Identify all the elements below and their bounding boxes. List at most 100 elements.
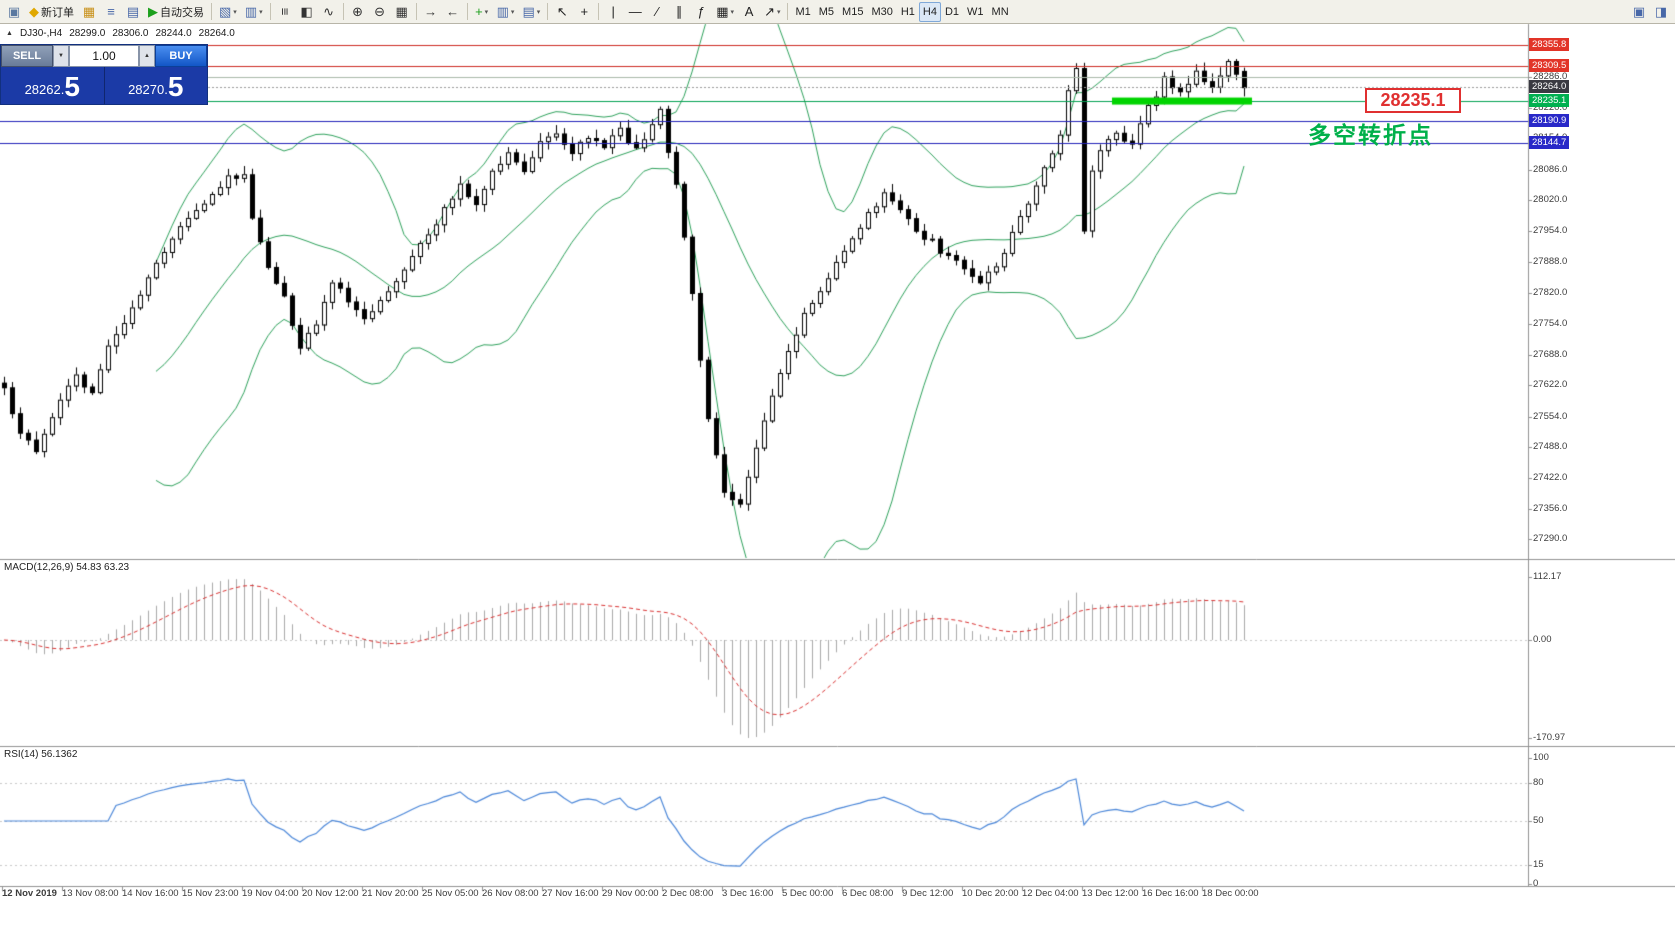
tile-windows-icon: ▦ <box>395 4 408 19</box>
arrows-dropdown-icon[interactable]: ▾ <box>776 8 781 16</box>
arrows-icon: ↗ <box>764 4 775 19</box>
crosshair-icon: + <box>580 4 589 19</box>
terminal-button[interactable]: ▤ <box>122 2 144 22</box>
new-chart-button[interactable]: ▧ ▾ <box>215 2 241 22</box>
channel-button[interactable]: ∥ <box>668 2 690 22</box>
window-layout-icon: ▣ <box>1632 4 1646 19</box>
docking-button[interactable]: ◨ <box>1650 2 1672 22</box>
zoom-out-button[interactable]: ⊖ <box>369 2 391 22</box>
cursor-button[interactable]: ↖ <box>551 2 573 22</box>
tf-m15-button[interactable]: M15 <box>838 2 867 22</box>
tf-h1-label: H1 <box>900 5 915 18</box>
new-chart-dropdown-icon[interactable]: ▾ <box>233 8 237 16</box>
periods-menu-icon: ▥ <box>496 4 509 19</box>
tf-d1-button[interactable]: D1 <box>941 2 963 22</box>
sell-price[interactable]: 28262. 5 <box>1 67 104 104</box>
candlestick-mode-button[interactable]: ◧ <box>296 2 318 22</box>
buy-price[interactable]: 28270. 5 <box>103 67 208 104</box>
indicators-button[interactable]: + ▾ <box>471 2 493 22</box>
bar-chart-mode-button[interactable]: ≡ <box>274 2 296 22</box>
chart-shift-button[interactable]: ← <box>442 2 464 22</box>
auto-scroll-icon: → <box>424 4 438 19</box>
volume-up-icon: ▲ <box>144 53 150 59</box>
chart-shift-icon: ← <box>446 4 460 19</box>
tf-m5-button[interactable]: M5 <box>815 2 838 22</box>
chart-open-value: 28299.0 <box>69 28 106 39</box>
templates-icon: ▤ <box>522 4 535 19</box>
shapes-button[interactable]: ▦ ▾ <box>712 2 738 22</box>
tf-h4-label: H4 <box>922 5 937 18</box>
terminal-icon: ▤ <box>126 4 140 19</box>
cursor-icon: ↖ <box>556 4 568 19</box>
periods-menu-button[interactable]: ▥ ▾ <box>493 2 519 22</box>
buy-button[interactable]: BUY <box>155 45 207 67</box>
indicators-dropdown-icon[interactable]: ▾ <box>484 8 489 16</box>
line-chart-mode-button[interactable]: ∿ <box>318 2 340 22</box>
vertical-line-button[interactable]: | <box>602 2 624 22</box>
profiles-dropdown-icon[interactable]: ▾ <box>259 8 263 16</box>
fibonacci-button[interactable]: ƒ <box>690 2 712 22</box>
text-label-button[interactable]: A <box>738 2 760 22</box>
shapes-dropdown-icon[interactable]: ▾ <box>730 8 735 16</box>
volume-down-icon: ▼ <box>58 53 64 59</box>
trade-panel-controls: SELL ▼ ▲ BUY <box>1 45 207 67</box>
symbol-marker-icon: ▲ <box>6 30 13 37</box>
horizontal-line-icon: — <box>628 4 642 19</box>
market-watch-button[interactable]: ▦ <box>78 2 100 22</box>
tf-m15-label: M15 <box>842 5 864 18</box>
tf-d1-label: D1 <box>944 5 960 18</box>
tf-m30-button[interactable]: M30 <box>867 2 896 22</box>
vertical-line-icon: | <box>611 4 615 19</box>
profiles-button[interactable]: ▥ ▾ <box>241 2 267 22</box>
toolbar-separator <box>547 3 549 20</box>
volume-increase-button[interactable]: ▲ <box>139 45 155 67</box>
toolbar-separator <box>466 3 468 20</box>
chart-high-value: 28306.0 <box>112 28 149 39</box>
text-label-icon: A <box>744 4 754 19</box>
trendline-button[interactable]: ∕ <box>646 2 668 22</box>
buy-price-main: 28270. <box>128 81 168 97</box>
chart-ohlc-info: ▲ DJ30-,H4 28299.0 28306.0 28244.0 28264… <box>6 28 235 39</box>
turning-point-label[interactable]: 多空转折点 <box>1308 122 1433 148</box>
shapes-icon: ▦ <box>716 4 729 19</box>
tf-h4-button[interactable]: H4 <box>918 1 941 22</box>
navigator-button[interactable]: ≡ <box>100 2 122 22</box>
toolbar-separator <box>342 3 344 20</box>
tf-mn-button[interactable]: MN <box>988 2 1013 22</box>
crosshair-button[interactable]: + <box>573 2 595 22</box>
toolbar-separator <box>415 3 417 20</box>
tile-windows-button[interactable]: ▦ <box>391 2 413 22</box>
tf-w1-label: W1 <box>967 5 984 18</box>
tf-m1-button[interactable]: M1 <box>791 2 814 22</box>
volume-input[interactable] <box>69 45 139 67</box>
tf-w1-button[interactable]: W1 <box>963 2 988 22</box>
indicators-icon: + <box>475 4 483 19</box>
price-annotation-box[interactable]: 28235.1 <box>1365 88 1461 113</box>
autotrading-button[interactable]: ▶ 自动交易 <box>144 2 208 22</box>
autotrading-icon: ▶ <box>148 4 158 19</box>
window-layout-button[interactable]: ▣ <box>1628 2 1650 22</box>
chart-symbol-period: DJ30-,H4 <box>19 28 63 39</box>
tf-m30-label: M30 <box>871 5 893 18</box>
tf-m1-label: M1 <box>795 5 811 18</box>
periods-menu-dropdown-icon[interactable]: ▾ <box>510 8 515 16</box>
new-order-button[interactable]: ◆ 新订单 <box>25 2 78 22</box>
auto-scroll-button[interactable]: → <box>420 2 442 22</box>
chart-low-value: 28244.0 <box>155 28 192 39</box>
market-watch-icon: ▦ <box>82 4 96 19</box>
templates-dropdown-icon[interactable]: ▾ <box>536 8 541 16</box>
chart-symbol-button[interactable]: ▣ <box>3 2 25 22</box>
tf-h1-button[interactable]: H1 <box>897 2 919 22</box>
sell-button[interactable]: SELL <box>1 45 53 67</box>
chart-symbol-icon: ▣ <box>7 4 21 19</box>
navigator-icon: ≡ <box>107 4 115 19</box>
toolbar-separator <box>598 3 600 20</box>
zoom-in-button[interactable]: ⊕ <box>347 2 369 22</box>
arrows-button[interactable]: ↗ ▾ <box>760 2 784 22</box>
volume-decrease-button[interactable]: ▼ <box>53 45 69 67</box>
sell-price-big: 5 <box>64 71 80 102</box>
templates-button[interactable]: ▤ ▾ <box>518 2 544 22</box>
candlestick-mode-icon: ◧ <box>300 4 313 19</box>
horizontal-line-button[interactable]: — <box>624 2 646 22</box>
